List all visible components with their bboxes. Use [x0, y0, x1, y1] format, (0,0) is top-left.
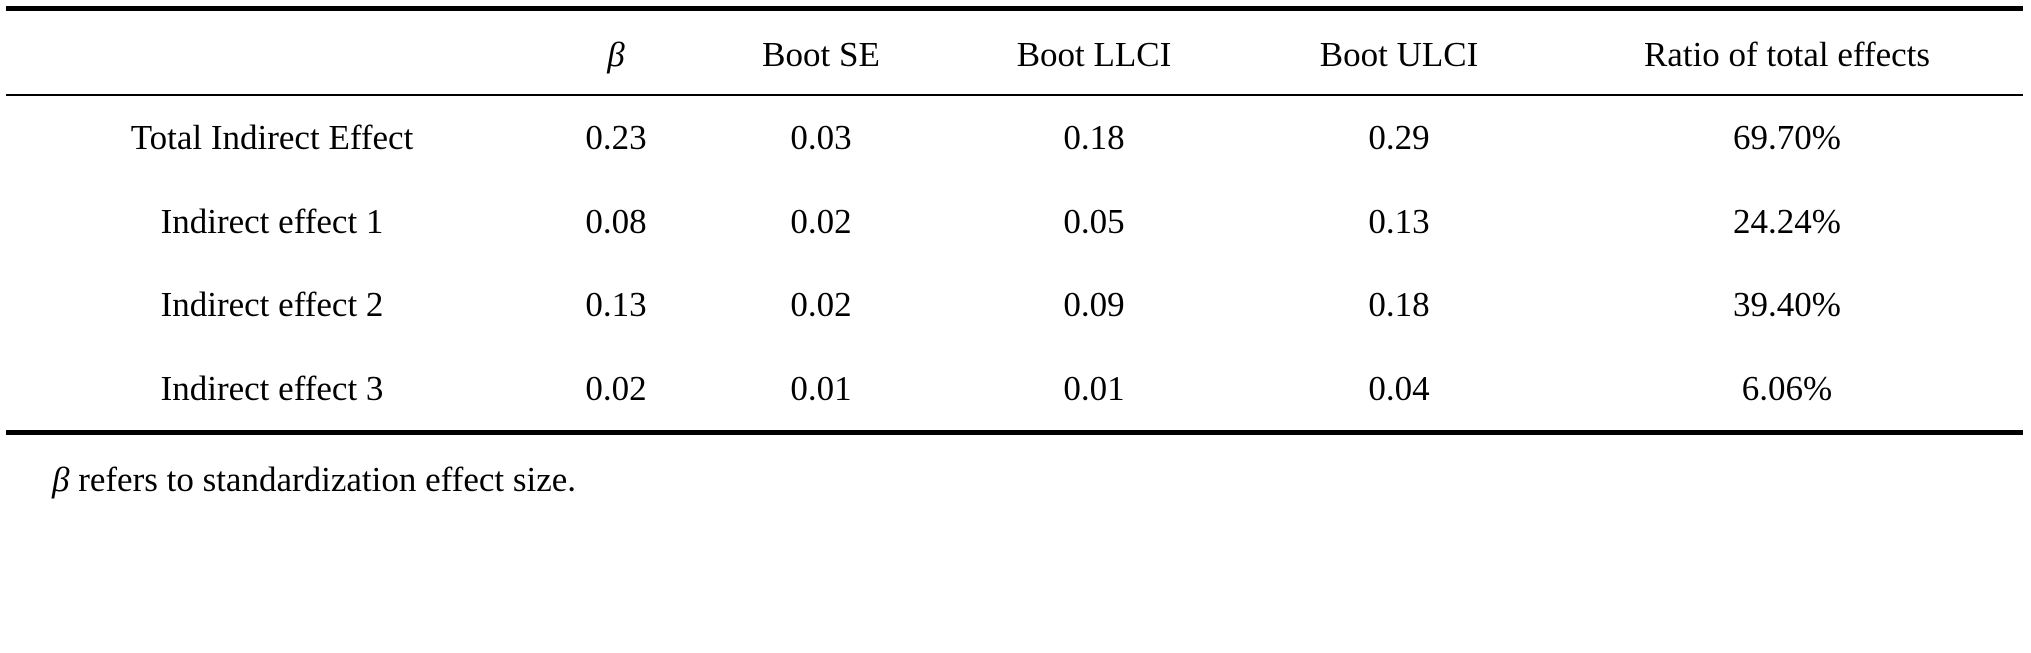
- row-label: Indirect effect 2: [160, 285, 384, 324]
- table-cell: 0.01: [1063, 369, 1125, 408]
- table-cell: 0.05: [1063, 202, 1125, 241]
- table-cell: 0.04: [1368, 369, 1430, 408]
- table-cell: 0.18: [1063, 118, 1125, 157]
- table-cell: 0.02: [790, 202, 852, 241]
- table-cell: 0.13: [1368, 202, 1430, 241]
- table-cell: 0.09: [1063, 285, 1125, 324]
- row-label: Total Indirect Effect: [130, 118, 414, 157]
- table-cell: 24.24%: [1733, 202, 1841, 241]
- table-cell: 6.06%: [1741, 369, 1833, 408]
- note-text: refers to standardization effect size.: [78, 460, 577, 499]
- table-cell: 0.02: [790, 285, 852, 324]
- table-cell: 39.40%: [1733, 285, 1841, 324]
- row-label: Indirect effect 3: [160, 369, 384, 408]
- bottom-rule: [6, 430, 2023, 435]
- top-rule: [6, 6, 2023, 11]
- table-cell: 0.29: [1368, 118, 1430, 157]
- column-header: β: [607, 35, 625, 74]
- table-note: β refers to standardization effect size.: [52, 460, 576, 500]
- table-cell: 0.02: [585, 369, 647, 408]
- note-symbol: β: [52, 460, 70, 499]
- header-rule: [6, 94, 2023, 96]
- table-cell: 0.13: [585, 285, 647, 324]
- table-cell: 0.01: [790, 369, 852, 408]
- row-label: Indirect effect 1: [160, 202, 384, 241]
- column-header: Boot ULCI: [1319, 35, 1479, 74]
- table-cell: 0.18: [1368, 285, 1430, 324]
- column-header: Boot SE: [762, 35, 880, 74]
- column-header: Ratio of total effects: [1643, 35, 1931, 74]
- table-cell: 69.70%: [1733, 118, 1841, 157]
- table-cell: 0.08: [585, 202, 647, 241]
- column-header: Boot LLCI: [1016, 35, 1172, 74]
- table-cell: 0.03: [790, 118, 852, 157]
- table-cell: 0.23: [585, 118, 647, 157]
